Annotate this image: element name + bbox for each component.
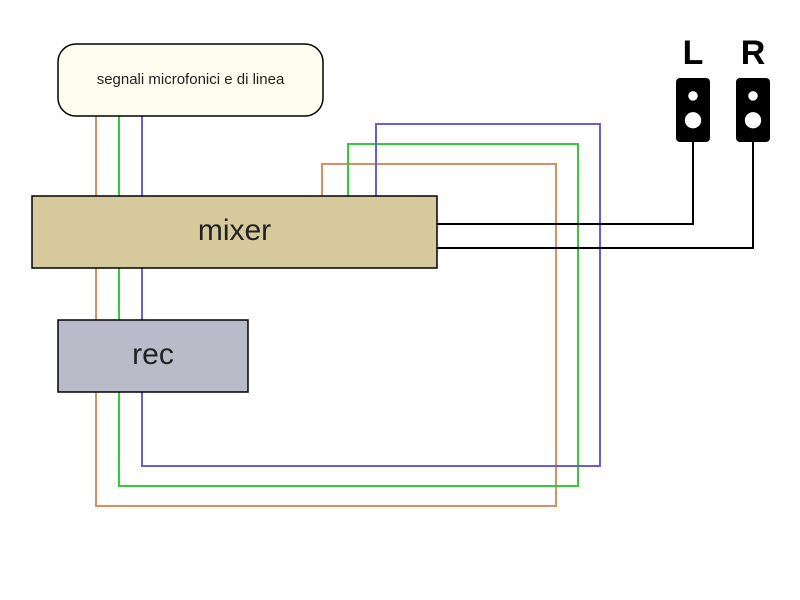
rec-box: rec [58, 320, 248, 392]
signals-box: segnali microfonici e di linea [58, 44, 323, 116]
mixer-label: mixer [198, 214, 271, 247]
rec-label: rec [132, 338, 174, 371]
diagram-canvas: segnali microfonici e di linea mixer rec LR [0, 0, 800, 600]
speaker-label-R: R [741, 34, 766, 72]
speaker-label-L: L [683, 34, 704, 72]
speaker-R: R [736, 34, 770, 142]
signals-label: segnali microfonici e di linea [97, 71, 285, 88]
mixer-box: mixer [32, 196, 437, 268]
